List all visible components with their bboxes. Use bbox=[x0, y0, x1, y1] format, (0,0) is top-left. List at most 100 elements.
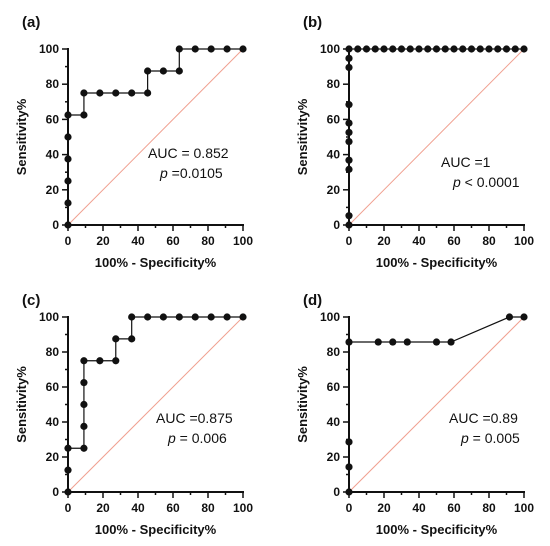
x-tick-label: 80 bbox=[201, 234, 215, 248]
roc-point bbox=[403, 338, 411, 346]
y-tick-label: 60 bbox=[46, 380, 60, 394]
roc-point bbox=[223, 313, 231, 321]
roc-point bbox=[502, 45, 511, 53]
roc-point bbox=[144, 89, 152, 97]
auc-annotation: AUC =0.89 bbox=[449, 410, 518, 426]
roc-point bbox=[397, 45, 406, 53]
roc-point bbox=[520, 45, 528, 53]
roc-point bbox=[441, 45, 449, 53]
y-tick-label: 60 bbox=[46, 112, 60, 126]
y-tick-label: 0 bbox=[333, 485, 340, 499]
x-tick-label: 40 bbox=[131, 501, 145, 515]
roc-point bbox=[459, 45, 467, 53]
roc-point bbox=[144, 67, 152, 75]
roc-point bbox=[96, 89, 104, 97]
roc-point bbox=[354, 45, 362, 53]
y-tick-label: 40 bbox=[327, 415, 341, 429]
roc-point bbox=[476, 45, 484, 53]
roc-point bbox=[80, 357, 88, 365]
roc-point bbox=[345, 463, 353, 471]
panel-label: (d) bbox=[303, 292, 322, 309]
x-tick-label: 20 bbox=[96, 501, 110, 515]
y-tick-label: 20 bbox=[327, 450, 341, 464]
roc-point bbox=[450, 45, 458, 53]
y-tick-label: 20 bbox=[46, 450, 60, 464]
roc-point bbox=[175, 313, 183, 321]
reference-diagonal-line bbox=[348, 48, 525, 226]
x-tick-label: 60 bbox=[166, 234, 180, 248]
roc-point bbox=[380, 45, 388, 53]
roc-point bbox=[64, 177, 72, 185]
x-tick-label: 80 bbox=[482, 501, 496, 515]
roc-point bbox=[345, 221, 353, 229]
roc-panel-2: (c) 0 20 40 60 80 100 0 20 40 60 80 100 100% - Specif… bbox=[14, 292, 253, 537]
roc-point bbox=[64, 444, 72, 452]
auc-annotation: AUC =0.875 bbox=[156, 410, 233, 426]
p-symbol: p bbox=[452, 174, 461, 190]
roc-point bbox=[520, 313, 528, 321]
y-tick-label: 100 bbox=[320, 42, 340, 56]
y-tick-label: 60 bbox=[327, 380, 341, 394]
y-axis-title: Sensitivity% bbox=[14, 98, 29, 175]
y-tick-label: 80 bbox=[327, 345, 341, 359]
y-tick-label: 40 bbox=[327, 148, 341, 162]
roc-point bbox=[112, 335, 120, 343]
roc-point bbox=[64, 466, 72, 474]
roc-point bbox=[494, 45, 502, 53]
reference-diagonal-line bbox=[67, 48, 244, 226]
roc-panel-0: (a) 0 20 40 60 80 100 0 20 40 60 80 100 100% - Specif… bbox=[14, 14, 253, 270]
roc-point bbox=[191, 313, 199, 321]
panel-label: (a) bbox=[22, 14, 40, 31]
x-tick-label: 40 bbox=[412, 234, 426, 248]
y-axis-title: Sensitivity% bbox=[295, 98, 310, 175]
x-axis-title: 100% - Specificity% bbox=[376, 255, 498, 270]
roc-panel-3: (d) 0 20 40 60 80 100 0 20 40 60 80 100 100% - Specif… bbox=[295, 292, 534, 537]
y-tick-label: 20 bbox=[327, 183, 341, 197]
x-tick-label: 80 bbox=[201, 501, 215, 515]
x-tick-label: 0 bbox=[346, 501, 353, 515]
roc-point bbox=[128, 313, 136, 321]
roc-point bbox=[371, 45, 379, 53]
roc-point bbox=[128, 335, 136, 343]
roc-point bbox=[345, 338, 353, 346]
roc-point bbox=[362, 45, 371, 53]
roc-point bbox=[64, 199, 72, 207]
y-tick-label: 100 bbox=[320, 310, 340, 324]
roc-point bbox=[432, 338, 441, 346]
roc-point bbox=[64, 133, 72, 141]
y-tick-label: 0 bbox=[333, 218, 340, 232]
roc-point bbox=[80, 444, 88, 452]
roc-point bbox=[223, 45, 231, 53]
roc-point bbox=[128, 89, 136, 97]
roc-point bbox=[96, 357, 104, 365]
roc-point bbox=[505, 313, 514, 321]
x-tick-label: 100 bbox=[514, 234, 534, 248]
roc-point bbox=[345, 54, 353, 62]
roc-point bbox=[345, 119, 353, 127]
roc-point bbox=[345, 45, 353, 53]
roc-point bbox=[389, 338, 397, 346]
roc-point bbox=[432, 45, 441, 53]
x-tick-label: 0 bbox=[65, 234, 72, 248]
x-tick-label: 0 bbox=[346, 234, 353, 248]
roc-point bbox=[467, 45, 476, 53]
reference-diagonal-line bbox=[67, 316, 244, 493]
roc-point bbox=[345, 488, 353, 496]
p-symbol: p bbox=[167, 430, 176, 446]
y-tick-label: 60 bbox=[327, 112, 341, 126]
roc-point bbox=[112, 89, 120, 97]
panel-label: (b) bbox=[303, 14, 322, 31]
y-tick-label: 40 bbox=[46, 415, 60, 429]
panel-label: (c) bbox=[22, 292, 40, 309]
x-tick-label: 60 bbox=[447, 234, 461, 248]
x-tick-label: 100 bbox=[233, 234, 253, 248]
y-axis-title: Sensitivity% bbox=[14, 366, 29, 443]
y-tick-label: 0 bbox=[52, 485, 59, 499]
roc-point bbox=[447, 338, 455, 346]
roc-point bbox=[345, 212, 353, 220]
roc-panel-1: (b) 0 20 40 60 80 100 0 20 40 60 80 100 100% - Specif… bbox=[295, 14, 534, 270]
roc-point bbox=[80, 379, 88, 387]
roc-point bbox=[406, 45, 414, 53]
x-tick-label: 0 bbox=[65, 501, 72, 515]
